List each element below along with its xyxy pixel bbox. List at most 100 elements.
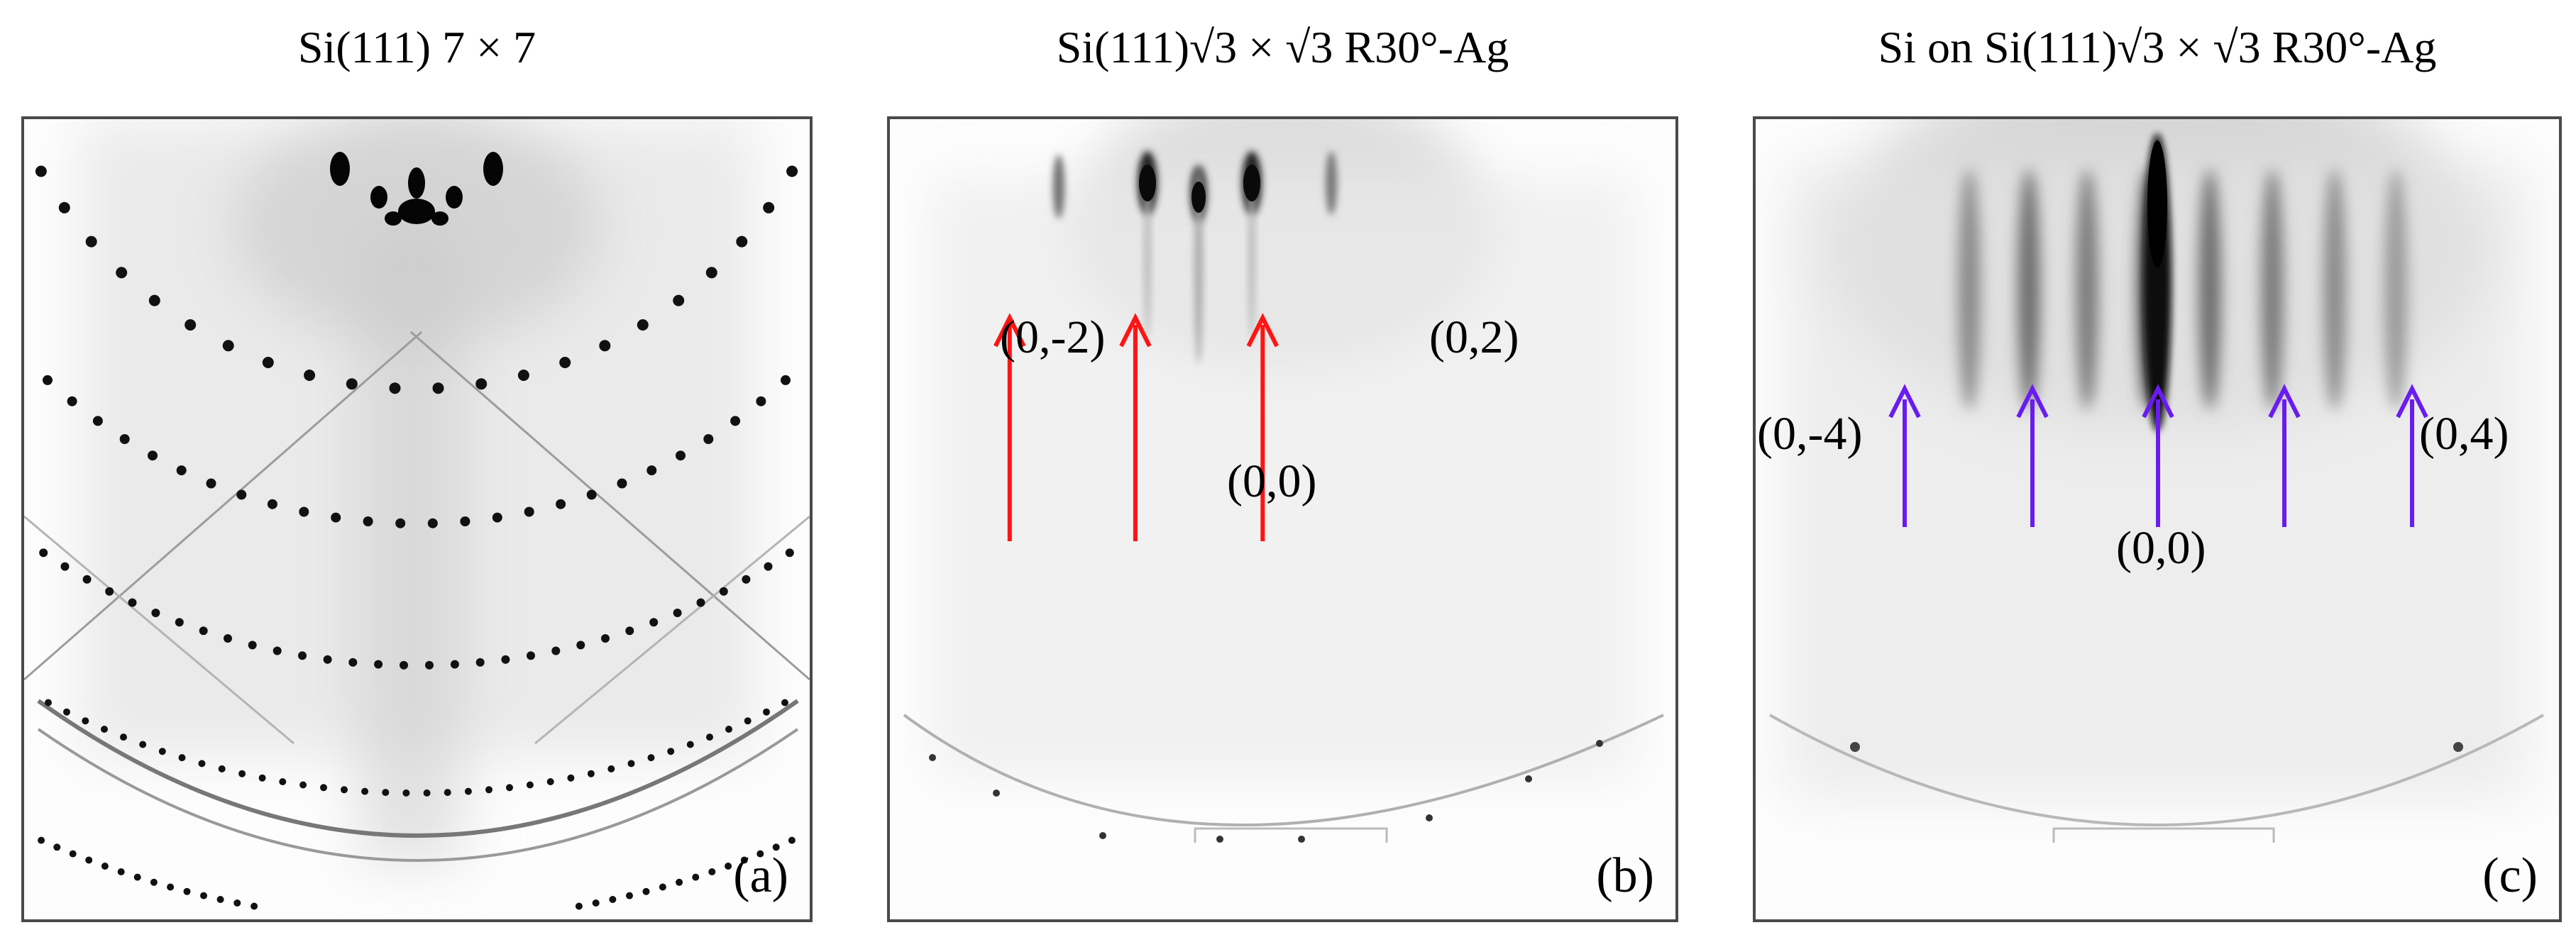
diffraction-spot-bright (385, 211, 402, 226)
diffraction-spot (148, 294, 160, 306)
diffraction-spot (559, 357, 571, 368)
bottom-box (1194, 827, 1388, 843)
diffraction-spot (627, 760, 635, 768)
diffraction-spot (567, 774, 575, 782)
diffraction-spot (1426, 814, 1433, 821)
diffraction-spot (772, 843, 780, 851)
diffraction-spot (248, 641, 257, 650)
diffraction-spot (556, 499, 566, 509)
arrow-label-b-right: (0,2) (1429, 311, 1519, 363)
bottom-arc (37, 728, 799, 862)
diffraction-streak (2198, 169, 2221, 410)
diffraction-spot (708, 868, 716, 875)
diffraction-spot (178, 754, 186, 762)
panel-b: (0,-2) (0,0) (0,2) (b) (887, 116, 1678, 922)
diffraction-spot (67, 396, 77, 406)
bottom-arc (37, 699, 799, 838)
diffraction-spot (139, 741, 147, 748)
diffraction-spot (222, 340, 234, 352)
diffraction-spot-bright (1191, 182, 1206, 213)
diffraction-streak (2261, 169, 2284, 410)
diffraction-spot (101, 726, 108, 733)
diffraction-spot (425, 660, 434, 670)
diffraction-spot (706, 733, 713, 741)
diffraction-spot (116, 267, 128, 279)
diffraction-spot (39, 548, 48, 558)
diffraction-spot (60, 562, 70, 571)
arrow-head (2268, 384, 2301, 419)
panel-a-label: (a) (733, 848, 788, 903)
diffraction-spot (576, 641, 585, 650)
diffraction-spot (128, 598, 137, 607)
diffraction-spot (450, 660, 459, 669)
diffraction-spot (673, 294, 685, 306)
diffraction-spot (587, 770, 595, 777)
panel-a: (a) (21, 116, 813, 922)
diffraction-spot (703, 434, 714, 444)
diffraction-spot (158, 748, 166, 755)
diffraction-spot (374, 660, 383, 669)
diffraction-spot (348, 658, 358, 667)
arrow-label-c-left: (0,-4) (1757, 408, 1863, 460)
diffraction-spot (527, 651, 535, 660)
diffraction-spot (101, 863, 109, 870)
diffraction-spot (423, 789, 431, 797)
diffraction-spot (626, 892, 633, 899)
diffraction-spot (361, 787, 369, 795)
diffraction-spot (200, 892, 207, 899)
arrow-head (2016, 384, 2049, 419)
diffraction-spot (251, 902, 258, 910)
diffraction-spot (273, 646, 282, 655)
arrow-head (1119, 313, 1152, 348)
diffraction-spot (725, 726, 732, 733)
diffraction-spot (43, 375, 53, 385)
diffraction-spot (279, 778, 287, 785)
diffraction-spot-bright (1243, 165, 1260, 201)
diffraction-spot (400, 660, 408, 670)
diffraction-spot (82, 717, 89, 725)
diffraction-spot (506, 784, 513, 792)
diffraction-streak (1326, 151, 1337, 215)
diffraction-spot (546, 778, 554, 785)
diffraction-spot (133, 873, 141, 881)
diffraction-spot (676, 878, 683, 886)
diffraction-streak (1248, 169, 1255, 339)
diffraction-spot (501, 655, 510, 664)
diffraction-spot (117, 868, 125, 875)
diffraction-spot (929, 754, 936, 761)
diffraction-spot (788, 836, 796, 844)
diffraction-spot (1099, 832, 1106, 839)
diffraction-spot (304, 370, 316, 381)
diffraction-spot-bright (2147, 140, 2167, 268)
diffraction-spot (432, 382, 444, 394)
diffraction-spot (45, 699, 52, 707)
diffraction-spot (199, 626, 208, 636)
diffraction-spot (692, 873, 700, 881)
diffraction-spot (781, 699, 788, 707)
diffraction-spot (744, 717, 752, 725)
diffraction-spot (389, 382, 401, 394)
diffraction-spot (730, 416, 741, 426)
diffraction-spot (592, 899, 600, 907)
diffraction-spot (599, 340, 611, 352)
diffraction-spot (120, 733, 127, 741)
diffraction-spot-bright (370, 186, 387, 209)
arrow-head (2396, 384, 2428, 419)
panel-b-label: (b) (1596, 848, 1654, 903)
diffraction-spot (185, 319, 197, 331)
panel-c-title: Si on Si(111)√3 × √3 R30°-Ag (1878, 22, 2437, 72)
diffraction-spot (649, 618, 659, 627)
diffraction-spot (85, 236, 97, 248)
diffraction-spot-bright (1139, 165, 1156, 201)
diffraction-spot (659, 883, 666, 891)
bottom-arc (1769, 714, 2544, 826)
arrow-head (993, 313, 1026, 348)
diffraction-spot (646, 465, 657, 476)
diffraction-spot (764, 562, 773, 571)
panel-a-title: Si(111) 7 × 7 (297, 22, 536, 72)
diffraction-spot (427, 518, 438, 528)
diffraction-spot (460, 516, 470, 526)
diffraction-spot (625, 626, 634, 636)
diffraction-spot (696, 598, 705, 607)
diffraction-spot (676, 450, 686, 461)
